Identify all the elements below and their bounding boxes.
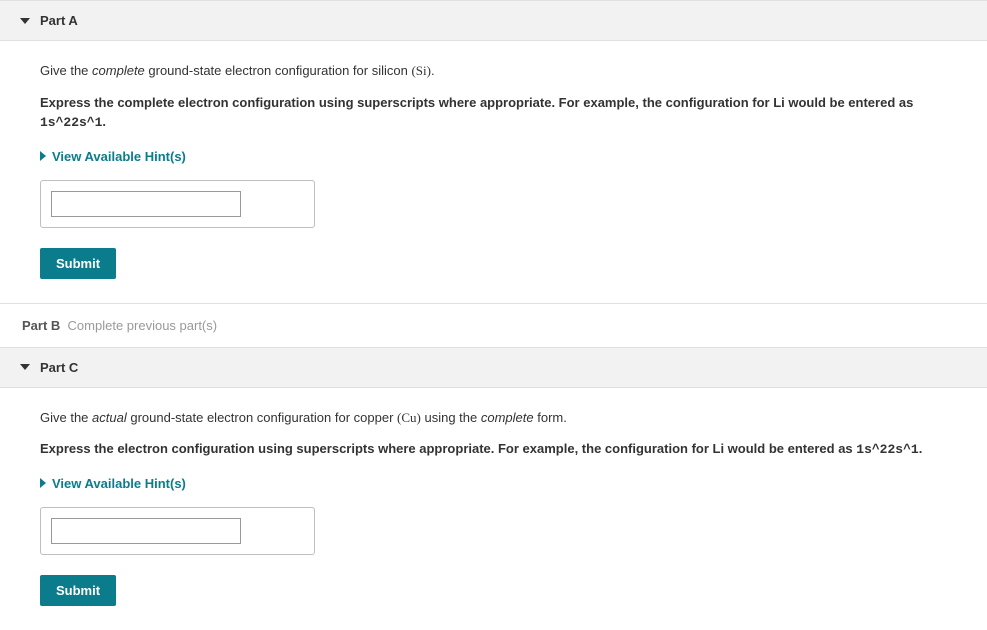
part-c-answer-input[interactable]	[51, 518, 241, 544]
text: ground-state electron configuration for …	[127, 410, 397, 425]
caret-right-icon	[40, 151, 46, 161]
text: Express the complete electron configurat…	[40, 95, 913, 110]
part-c-answer-box	[40, 507, 315, 555]
text: using the	[421, 410, 481, 425]
emphasis: actual	[92, 410, 127, 425]
part-a-body: Give the complete ground-state electron …	[0, 41, 987, 303]
part-b-title: Part B	[22, 318, 60, 333]
part-a-hints-toggle[interactable]: View Available Hint(s)	[40, 149, 947, 164]
part-c-hints-toggle[interactable]: View Available Hint(s)	[40, 476, 947, 491]
mono-example: 1s^22s^1	[40, 115, 102, 130]
part-c-submit-button[interactable]: Submit	[40, 575, 116, 606]
caret-down-icon	[20, 364, 30, 370]
emphasis: complete	[481, 410, 534, 425]
part-a-title: Part A	[40, 13, 78, 28]
element-symbol: (Cu)	[397, 410, 421, 425]
part-c-question: Give the actual ground-state electron co…	[40, 408, 947, 428]
part-a-instruction: Express the complete electron configurat…	[40, 93, 947, 133]
part-a-question: Give the complete ground-state electron …	[40, 61, 947, 81]
text: Give the	[40, 410, 92, 425]
part-a-submit-button[interactable]: Submit	[40, 248, 116, 279]
part-a-answer-box	[40, 180, 315, 228]
part-a-answer-input[interactable]	[51, 191, 241, 217]
emphasis: complete	[92, 63, 145, 78]
part-c-title: Part C	[40, 360, 78, 375]
text: .	[919, 441, 923, 456]
text: form.	[534, 410, 567, 425]
text: .	[102, 114, 106, 129]
part-b-status: Complete previous part(s)	[68, 318, 218, 333]
text: Give the	[40, 63, 92, 78]
element-symbol: (Si)	[411, 63, 431, 78]
hints-label: View Available Hint(s)	[52, 476, 186, 491]
part-c-body: Give the actual ground-state electron co…	[0, 388, 987, 630]
caret-down-icon	[20, 18, 30, 24]
hints-label: View Available Hint(s)	[52, 149, 186, 164]
text: .	[431, 63, 435, 78]
part-c-instruction: Express the electron configuration using…	[40, 439, 947, 460]
text: ground-state electron configuration for …	[145, 63, 412, 78]
part-b-locked: Part B Complete previous part(s)	[0, 303, 987, 347]
text: Express the electron configuration using…	[40, 441, 856, 456]
mono-example: 1s^22s^1	[856, 442, 918, 457]
caret-right-icon	[40, 478, 46, 488]
part-c-header[interactable]: Part C	[0, 347, 987, 388]
part-a-header[interactable]: Part A	[0, 0, 987, 41]
